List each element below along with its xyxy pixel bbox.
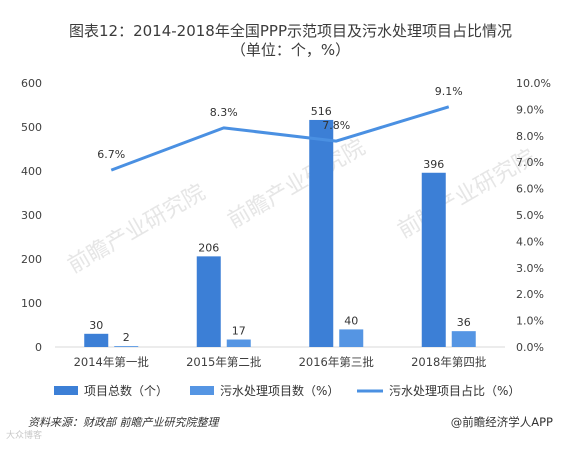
left-axis-tick-label: 200 xyxy=(21,253,42,266)
bar-project-total xyxy=(196,256,221,347)
source-note: 资料来源：财政部 前瞻产业研究院整理 xyxy=(28,416,219,429)
right-axis-tick-label: 2.0% xyxy=(516,288,544,301)
bar-sewage-projects xyxy=(339,329,364,347)
right-axis-tick-label: 10.0% xyxy=(516,77,551,90)
left-axis-tick-label: 400 xyxy=(21,165,42,178)
bar-total-value-label: 206 xyxy=(198,241,219,254)
bar-sewage-value-label: 2 xyxy=(123,331,130,344)
right-axis-tick-label: 9.0% xyxy=(516,103,544,116)
bar-project-total xyxy=(309,119,334,348)
chart-title: 图表12：2014-2018年全国PPP示范项目及污水处理项目占比情况 xyxy=(69,22,512,40)
right-axis-tick-label: 1.0% xyxy=(516,315,544,328)
x-axis-category-label: 2018年第四批 xyxy=(411,355,487,369)
line-value-label: 9.1% xyxy=(435,85,463,98)
bar-sewage-projects xyxy=(114,346,139,347)
right-axis-tick-label: 3.0% xyxy=(516,262,544,275)
bar-total-value-label: 396 xyxy=(423,158,444,171)
legend-label: 污水处理项目数（%） xyxy=(220,383,339,398)
bar-sewage-projects xyxy=(451,331,476,347)
bar-project-total xyxy=(84,333,109,347)
right-axis-tick-label: 6.0% xyxy=(516,183,544,196)
bar-total-value-label: 516 xyxy=(311,105,332,118)
watermark-text: 前瞻产业研究院 xyxy=(64,180,210,279)
legend-label: 项目总数（个） xyxy=(84,383,168,398)
bar-project-total xyxy=(421,172,446,347)
watermark-text: 前瞻产业研究院 xyxy=(224,135,370,234)
line-value-label: 7.8% xyxy=(322,119,350,132)
left-axis-tick-label: 300 xyxy=(21,209,42,222)
line-value-label: 8.3% xyxy=(210,106,238,119)
legend-swatch xyxy=(54,386,78,395)
corner-watermark: 大众博客 xyxy=(6,431,43,441)
line-sewage-ratio xyxy=(110,105,450,172)
right-axis-tick-label: 4.0% xyxy=(516,235,544,248)
left-axis-tick-label: 500 xyxy=(21,121,42,134)
x-axis-category-label: 2015年第二批 xyxy=(186,355,262,369)
right-axis-tick-label: 8.0% xyxy=(516,130,544,143)
right-axis-tick-label: 0.0% xyxy=(516,341,544,354)
right-axis-tick-label: 7.0% xyxy=(516,156,544,169)
bar-sewage-projects xyxy=(226,339,251,347)
bar-sewage-value-label: 40 xyxy=(344,314,358,327)
legend-swatch xyxy=(190,386,214,395)
x-axis-category-label: 2016年第三批 xyxy=(299,355,375,369)
bar-total-value-label: 30 xyxy=(89,319,103,332)
x-axis-category-label: 2014年第一批 xyxy=(74,355,150,369)
brand-credit: @前瞻经济学人APP xyxy=(450,415,553,429)
right-axis-tick-label: 5.0% xyxy=(516,209,544,222)
left-axis-tick-label: 100 xyxy=(21,297,42,310)
left-axis-tick-label: 600 xyxy=(21,77,42,90)
legend-label: 污水处理项目占比（%） xyxy=(389,383,520,398)
bar-sewage-value-label: 36 xyxy=(457,316,471,329)
chart-subtitle: （单位：个，%） xyxy=(230,41,351,59)
line-value-label: 6.7% xyxy=(97,148,125,161)
bar-sewage-value-label: 17 xyxy=(232,325,246,338)
left-axis-tick-label: 0 xyxy=(35,341,42,354)
